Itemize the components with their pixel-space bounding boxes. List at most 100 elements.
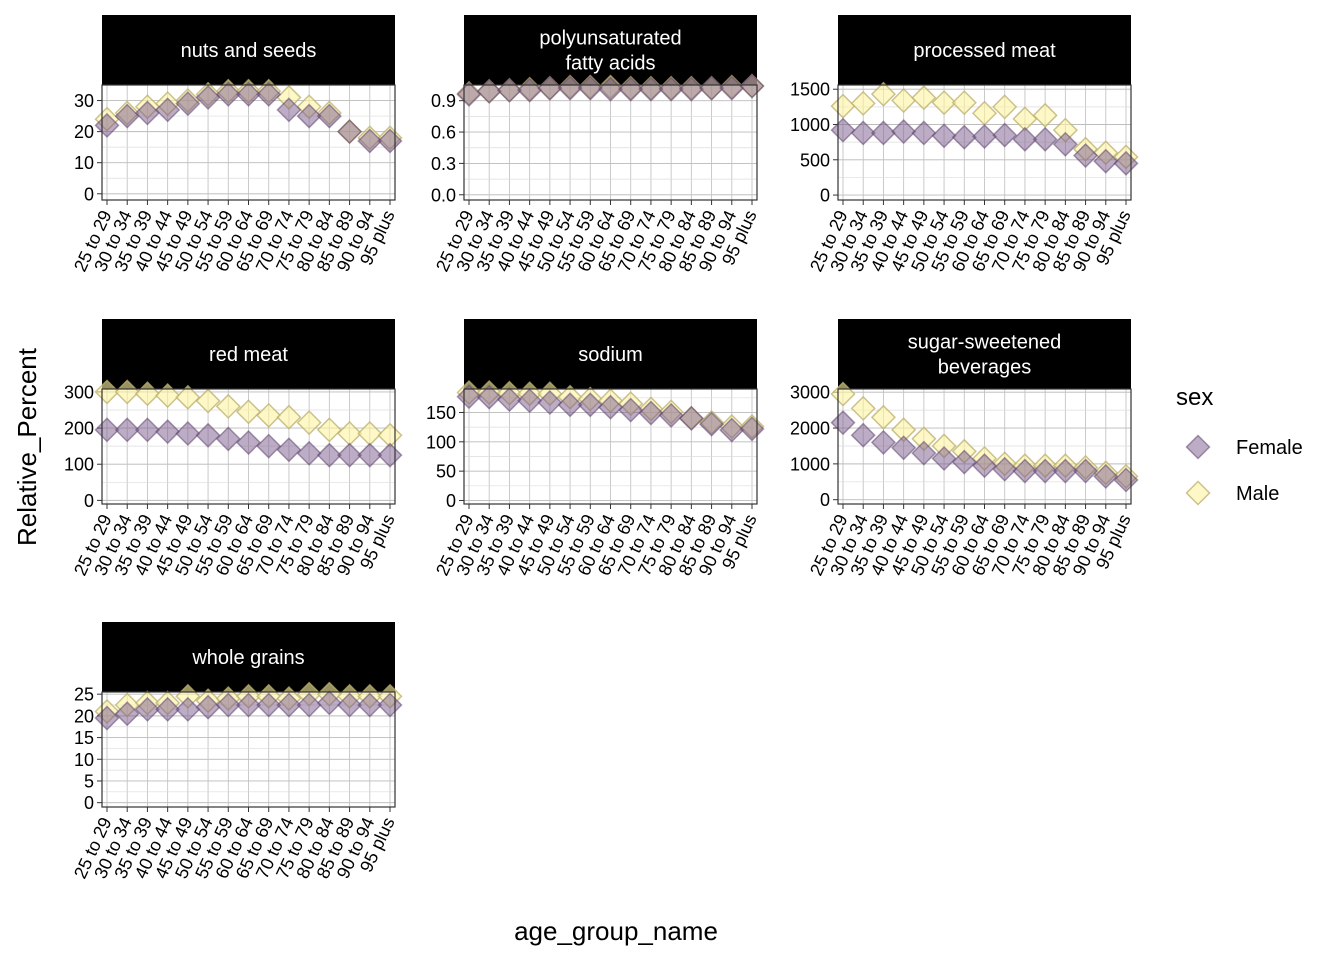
- point-female: [114, 103, 140, 129]
- facet-strip: [464, 15, 757, 85]
- y-tick-label: 0.6: [431, 123, 456, 143]
- facet-title: fatty acids: [565, 53, 655, 75]
- point-female: [931, 445, 957, 472]
- point-female: [276, 97, 302, 123]
- point-female: [618, 397, 644, 423]
- point-female: [235, 429, 262, 456]
- facet-title: red meat: [209, 344, 288, 366]
- x-axis-title: age_group_name: [514, 916, 718, 946]
- point-male: [951, 90, 977, 116]
- point-female: [296, 692, 322, 718]
- y-tick-label: 20: [74, 122, 94, 142]
- point-male: [134, 381, 160, 407]
- point-female: [357, 128, 383, 154]
- y-tick-label: 1000: [790, 454, 830, 474]
- legend-title: sex: [1176, 384, 1213, 411]
- point-female: [951, 449, 977, 475]
- point-female: [971, 123, 998, 150]
- point-male: [850, 90, 876, 116]
- point-female: [850, 422, 876, 448]
- point-male: [94, 379, 120, 405]
- facet-title: nuts and seeds: [181, 40, 317, 62]
- point-male: [870, 81, 896, 107]
- point-female: [1073, 458, 1099, 484]
- point-female: [195, 84, 221, 110]
- point-female: [134, 417, 160, 443]
- y-tick-label: 10: [74, 153, 94, 173]
- y-tick-label: 100: [64, 455, 94, 475]
- point-male: [316, 417, 342, 443]
- point-female: [235, 692, 262, 718]
- point-female: [1012, 458, 1038, 484]
- point-female: [456, 384, 482, 410]
- point-female: [597, 394, 624, 420]
- point-female: [517, 388, 543, 414]
- facet-strip: [464, 319, 757, 389]
- point-female: [577, 392, 603, 418]
- point-female: [215, 426, 241, 452]
- y-axis-title: Relative_Percent: [12, 347, 42, 546]
- point-male: [830, 381, 856, 407]
- legend-key-male: [1185, 480, 1211, 506]
- point-female: [719, 417, 745, 443]
- point-female: [155, 696, 181, 722]
- point-female: [175, 91, 201, 117]
- point-female: [175, 696, 201, 722]
- point-female: [496, 387, 522, 413]
- point-female: [891, 435, 917, 461]
- y-tick-label: 500: [800, 150, 830, 170]
- point-female: [215, 692, 241, 718]
- point-female: [256, 433, 282, 459]
- point-female: [699, 75, 725, 101]
- y-tick-label: 0.3: [431, 154, 456, 174]
- point-female: [276, 692, 302, 718]
- point-female: [971, 453, 998, 479]
- y-tick-label: 0: [446, 491, 456, 511]
- point-female: [476, 384, 502, 410]
- point-male: [114, 379, 140, 405]
- facet-strip: [102, 622, 395, 692]
- point-female: [992, 456, 1018, 482]
- point-female: [537, 75, 563, 101]
- point-female: [739, 73, 765, 99]
- point-female: [931, 123, 957, 149]
- point-female: [296, 440, 322, 466]
- point-female: [830, 410, 856, 436]
- point-female: [456, 81, 482, 107]
- legend: sex Female Male: [1176, 384, 1303, 506]
- point-male: [296, 410, 322, 436]
- legend-key-female: [1185, 434, 1211, 460]
- point-female: [658, 402, 684, 428]
- facet-strip: [838, 319, 1131, 389]
- y-tick-label: 3000: [790, 383, 830, 403]
- point-female: [992, 122, 1018, 148]
- facet-title: whole grains: [191, 647, 304, 669]
- point-female: [94, 112, 120, 138]
- point-female: [256, 81, 282, 107]
- y-tick-label: 10: [74, 750, 94, 770]
- point-female: [557, 75, 583, 101]
- y-tick-label: 0: [820, 186, 830, 206]
- point-female: [870, 120, 896, 146]
- point-female: [678, 405, 704, 431]
- point-female: [276, 437, 302, 463]
- point-male: [256, 402, 282, 428]
- y-tick-label: 0: [84, 793, 94, 813]
- point-male: [155, 382, 181, 409]
- panel-6: sugar-sweetenedbeverages010002000300025 …: [790, 319, 1139, 579]
- point-female: [870, 429, 896, 455]
- point-female: [357, 692, 383, 718]
- point-female: [1052, 458, 1078, 484]
- y-tick-label: 0: [820, 490, 830, 510]
- point-male: [175, 384, 201, 410]
- y-tick-label: 150: [426, 403, 456, 423]
- y-tick-label: 25: [74, 685, 94, 705]
- point-female: [377, 442, 403, 468]
- facet-title: sugar-sweetened: [908, 332, 1061, 354]
- y-tick-label: 50: [436, 462, 456, 482]
- point-female: [951, 124, 977, 150]
- point-female: [175, 420, 201, 447]
